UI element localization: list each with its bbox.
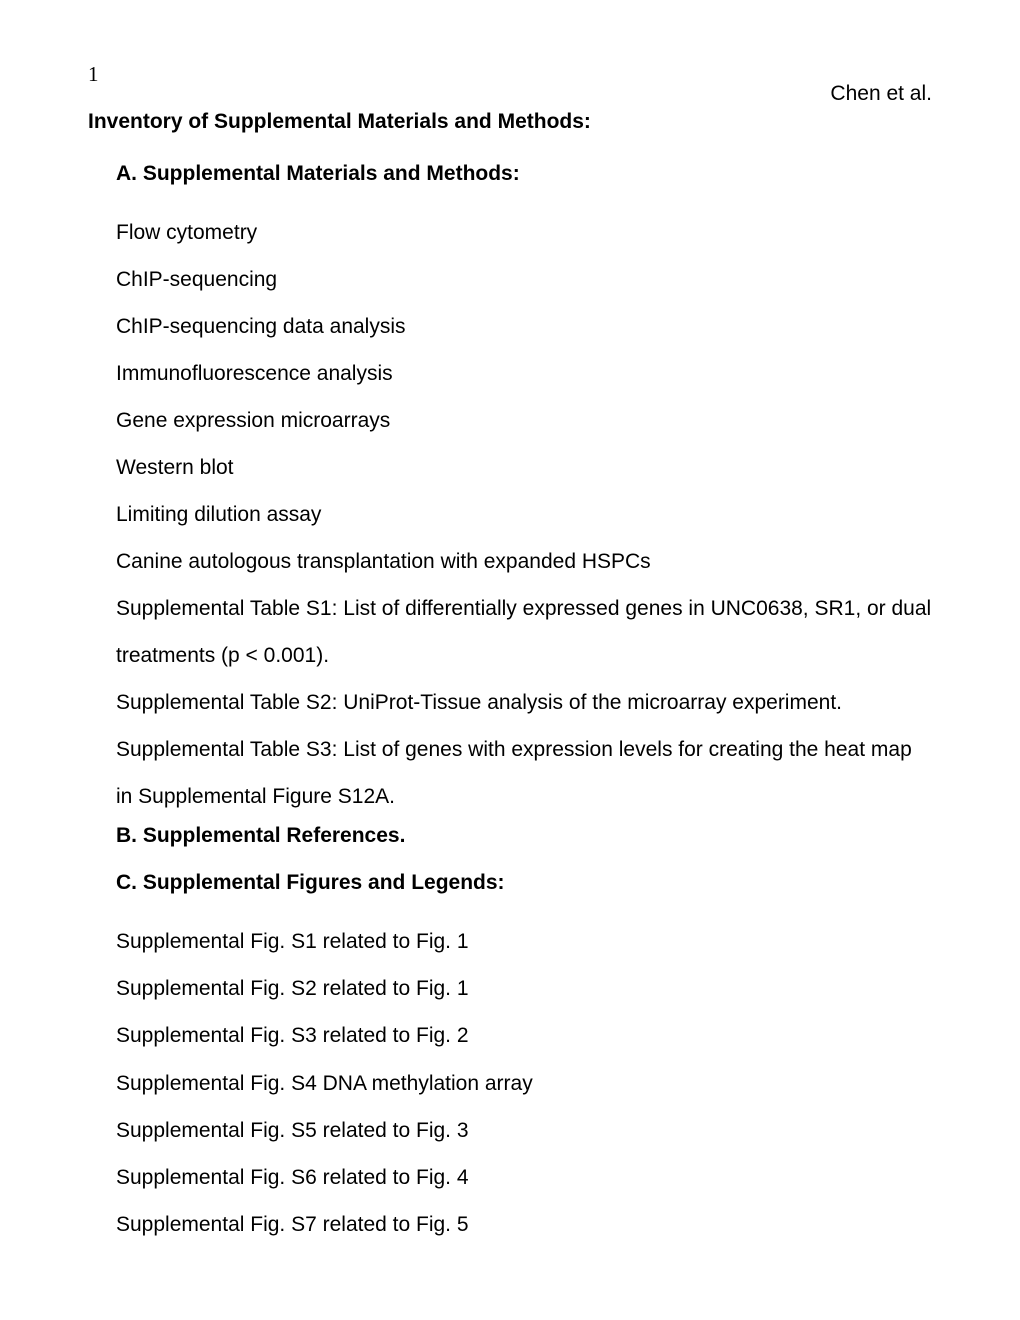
list-item: Supplemental Fig. S1 related to Fig. 1 <box>116 918 932 965</box>
list-item: Supplemental Fig. S5 related to Fig. 3 <box>116 1107 932 1154</box>
list-item: Supplemental Fig. S4 DNA methylation arr… <box>116 1060 932 1107</box>
main-title: Inventory of Supplemental Materials and … <box>88 110 932 134</box>
list-item: Supplemental Fig. S3 related to Fig. 2 <box>116 1012 932 1059</box>
section-c-heading: C. Supplemental Figures and Legends: <box>116 871 932 895</box>
list-item: Gene expression microarrays <box>116 397 932 444</box>
page-number: 1 <box>88 62 99 87</box>
list-item: ChIP-sequencing data analysis <box>116 303 932 350</box>
list-item: Flow cytometry <box>116 209 932 256</box>
author-header: Chen et al. <box>88 82 932 106</box>
list-item: Supplemental Table S1: List of different… <box>116 585 932 679</box>
section-a-heading: A. Supplemental Materials and Methods: <box>116 162 932 186</box>
list-item: Limiting dilution assay <box>116 491 932 538</box>
list-item: ChIP-sequencing <box>116 256 932 303</box>
list-item: Western blot <box>116 444 932 491</box>
list-item: Supplemental Fig. S7 related to Fig. 5 <box>116 1201 932 1248</box>
list-item: Canine autologous transplantation with e… <box>116 538 932 585</box>
section-b-heading: B. Supplemental References. <box>116 824 932 848</box>
list-item: Supplemental Fig. S2 related to Fig. 1 <box>116 965 932 1012</box>
list-item: Supplemental Table S3: List of genes wit… <box>116 726 932 820</box>
list-item: Immunofluorescence analysis <box>116 350 932 397</box>
list-item: Supplemental Table S2: UniProt-Tissue an… <box>116 679 932 726</box>
list-item: Supplemental Fig. S6 related to Fig. 4 <box>116 1154 932 1201</box>
